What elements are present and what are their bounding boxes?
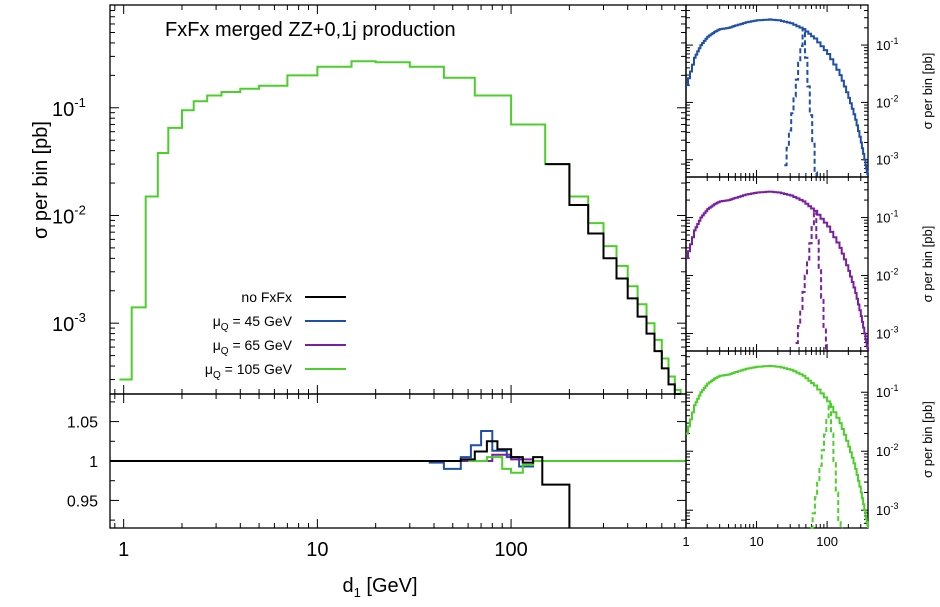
ratio-ytick-labels: 1.05 1 0.95 (67, 415, 98, 511)
ratio-xtick-labels: 1 10 100 (118, 539, 528, 561)
ratio-series-line (110, 440, 571, 528)
inset-series-solid (686, 364, 869, 528)
inset-x-tick-label: 100 (816, 534, 838, 549)
x-axis-label: d1 [GeV] (342, 575, 417, 600)
ratio-series-line (468, 456, 686, 474)
inset-series-dashed (810, 403, 843, 529)
inset-y-tick-label: 10-2 (876, 93, 898, 110)
legend-label: μQ = 65 GeV (213, 337, 293, 357)
inset-y-tick-label-base: 10 (876, 269, 890, 284)
x-axis-label-d: d (342, 575, 353, 597)
chart-title: FxFx merged ZZ+0,1j production (165, 19, 456, 41)
series-line-no-fxfx (545, 163, 681, 395)
y-tick-label-base: 10 (52, 206, 74, 228)
inset-y-tick-label: 10-1 (876, 36, 898, 53)
inset-y-tick-label-exp: -2 (890, 93, 898, 103)
legend-label: μQ = 45 GeV (213, 313, 293, 333)
y-tick-label-exp: -1 (74, 95, 86, 110)
legend-label-mu: μ (213, 313, 221, 329)
main-curves (119, 60, 682, 395)
insets: 10-110-210-3σ per bin [pb]10-110-210-3σ … (682, 4, 935, 549)
inset-y-tick-label: 10-3 (876, 501, 898, 518)
legend-label-mu: μ (213, 337, 221, 353)
legend-label-value: = 45 GeV (229, 313, 293, 329)
ratio-curves (110, 430, 686, 528)
x-tick-label: 10 (306, 539, 328, 561)
inset-y-tick-label-base: 10 (876, 95, 890, 110)
inset-y-tick-label-exp: -3 (890, 325, 898, 335)
inset-y-tick-label: 10-3 (876, 325, 898, 342)
x-tick-label: 1 (118, 539, 129, 561)
inset-series-solid (686, 18, 869, 177)
ratio-y-tick-label: 1 (89, 454, 98, 471)
inset-y-tick-label-base: 10 (876, 385, 890, 400)
legend-label-mu: μ (205, 361, 213, 377)
inset-y-tick-label-base: 10 (876, 444, 890, 459)
inset-y-tick-label-exp: -3 (890, 501, 898, 511)
legend-label-value: = 105 GeV (221, 361, 293, 377)
legend-label-sub: Q (221, 322, 229, 333)
legend-label: no FxFx (241, 289, 292, 305)
inset-x-tick-label: 1 (682, 534, 689, 549)
inset-y-tick-label-exp: -2 (890, 442, 898, 452)
inset-y-tick-label-exp: -1 (890, 209, 898, 219)
legend-label-sub: Q (221, 346, 229, 357)
ratio-series-line (409, 430, 686, 470)
x-tick-label: 100 (494, 539, 527, 561)
ratio-y-tick-label: 1.05 (67, 415, 98, 432)
legend-label: μQ = 105 GeV (205, 361, 293, 381)
inset-frame (685, 350, 869, 529)
inset-y-tick-label-exp: -1 (890, 383, 898, 393)
inset-y-tick-label: 10-3 (876, 151, 898, 168)
y-tick-label: 10-3 (52, 310, 86, 336)
inset-y-tick-label-base: 10 (876, 327, 890, 342)
y-tick-label: 10-2 (52, 202, 86, 228)
inset-x-tick-label: 10 (749, 534, 763, 549)
main-ticks (110, 4, 687, 394)
inset-series-solid (686, 190, 869, 351)
inset-y-tick-label-exp: -3 (890, 151, 898, 161)
inset-y-tick-label-exp: -2 (890, 267, 898, 277)
x-axis-label-unit: [GeV] (361, 575, 418, 597)
y-tick-label-base: 10 (52, 99, 74, 121)
inset-ylabel: σ per bin [pb] (920, 226, 935, 303)
inset-y-tick-label: 10-2 (876, 267, 898, 284)
inset-panel: 10-110-210-3σ per bin [pb] (685, 176, 935, 352)
inset-ylabel: σ per bin [pb] (920, 53, 935, 130)
y-tick-label: 10-1 (52, 95, 86, 121)
ratio-y-tick-label: 0.95 (67, 493, 98, 510)
inset-y-tick-label: 10-1 (876, 383, 898, 400)
y-tick-label-exp: -3 (74, 310, 86, 325)
inset-y-tick-label-base: 10 (876, 38, 890, 53)
inset-y-tick-label-base: 10 (876, 211, 890, 226)
legend-label-value: = 65 GeV (229, 337, 293, 353)
main-ytick-labels: 10-110-210-3 (52, 95, 86, 336)
inset-y-tick-label: 10-2 (876, 442, 898, 459)
inset-y-tick-label: 10-1 (876, 209, 898, 226)
inset-y-tick-label-base: 10 (876, 503, 890, 518)
x-axis-label-sub: 1 (354, 585, 361, 600)
inset-panel: 10-110-210-3σ per bin [pb] (685, 4, 935, 178)
inset-series-dashed (784, 28, 818, 177)
inset-series-dashed (795, 209, 829, 352)
main-ylabel: σ per bin [pb] (30, 121, 52, 239)
inset-y-tick-label-exp: -1 (890, 36, 898, 46)
y-tick-label-exp: -2 (74, 202, 86, 217)
legend-label-sub: Q (213, 370, 221, 381)
y-tick-label-base: 10 (52, 314, 74, 336)
inset-panel: 10-110-210-3σ per bin [pb] (685, 350, 935, 529)
inset-ylabel: σ per bin [pb] (920, 401, 935, 478)
main-panel: FxFx merged ZZ+0,1j production 10-110-21… (30, 4, 687, 395)
inset-y-tick-label-base: 10 (876, 153, 890, 168)
